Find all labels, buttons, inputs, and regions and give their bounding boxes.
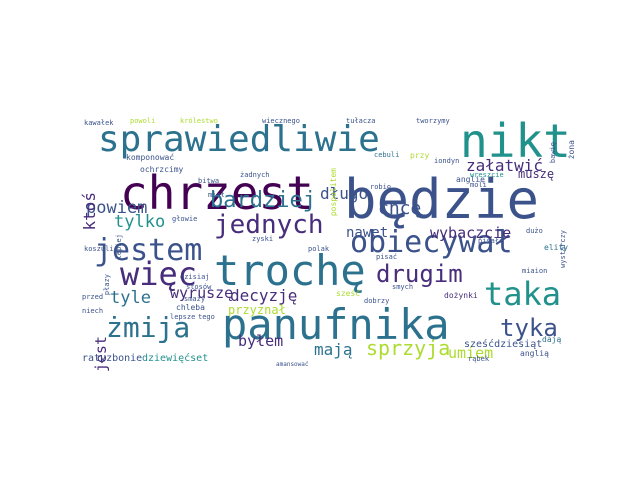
word: rąbek [468,355,490,363]
word: dziewięćset [142,353,209,364]
word: zyski [252,235,274,243]
word: muszę [518,167,555,181]
word: drugim [376,260,463,288]
word: bawię [549,142,557,164]
word: załatwić [466,156,544,175]
word: dużo [526,227,543,235]
word: anglię [456,175,485,184]
word: bitwa [198,177,220,185]
word: ochrzcimy [140,165,184,174]
word: pospolitem [329,168,338,217]
word: miaion [522,267,548,275]
word: niech [82,307,104,315]
word: lepsze [170,313,196,321]
word: miał [208,191,225,199]
word: królestwo [180,117,218,125]
word: wiecznego [262,117,300,125]
word: moli [470,181,487,189]
word: dobrzy [364,297,390,305]
word: smaży [184,295,206,303]
word: iondyn [434,157,460,165]
word: jestem [94,233,203,268]
word: tułacza [346,117,376,125]
word: głowie [172,215,198,223]
word: koszuli [84,245,114,253]
word: płazy [103,274,111,296]
word: nawet [346,225,389,241]
word: bardziej [210,188,316,213]
word: amansować [276,361,309,368]
word: anglią [520,349,549,358]
word: przy [410,151,430,160]
word: więc [120,255,198,293]
word: mają [314,340,353,359]
word: obiecywał [350,225,513,260]
word: lepiej [115,234,123,260]
word: pisało [478,237,504,245]
word: sześć [336,289,361,298]
word: długo [320,184,369,203]
word: będzie [344,168,540,231]
word: panufnika [222,300,450,349]
word: powiem [86,198,148,218]
word: ratyzbonie [82,353,143,364]
word: sześćdziesiąt [464,339,543,350]
word: stosów [186,283,212,291]
word: żadnych [240,171,270,179]
word: ktoś [80,192,99,231]
word: tworzymy [416,117,450,125]
word: tylko [114,212,166,232]
word: wreszcie [470,171,504,179]
word: taka [484,275,562,313]
word: robię [370,183,392,191]
word: polak [308,245,330,253]
word: dzisiaj [180,273,210,281]
word: kawałek [84,119,114,127]
word: dożynki [444,291,478,300]
word: żona [567,140,576,160]
word: chrzest [120,166,314,220]
word: umiem [448,344,494,362]
word: przyznał [228,303,286,317]
word: wyruszę [170,284,234,302]
word: decyzję [230,286,298,305]
word: tyle [110,288,151,308]
word: powoli [130,117,156,125]
word: elity [544,243,569,252]
word: smych [392,283,414,291]
word: przed [82,293,104,301]
word: komponować [126,153,175,162]
word: pisać [376,253,398,261]
word: jednych [214,210,324,240]
word-cloud: będzie chrzest trochę panufnika sprawied… [80,114,580,372]
word: wystarczy [559,230,567,268]
word: byłem [238,332,284,350]
word: chcę [378,198,422,219]
word: sprawiedliwie [98,119,380,160]
word: dają [542,335,562,344]
word: nikt [460,114,571,168]
word: żmija [106,311,191,344]
word: cebuli [374,151,400,159]
word: tego [198,313,215,321]
word: tyka [500,314,558,342]
word: wybaczcie [430,224,512,242]
word: trochę [214,246,366,295]
word: sprzyja [366,336,451,360]
word: chleba [176,303,205,312]
